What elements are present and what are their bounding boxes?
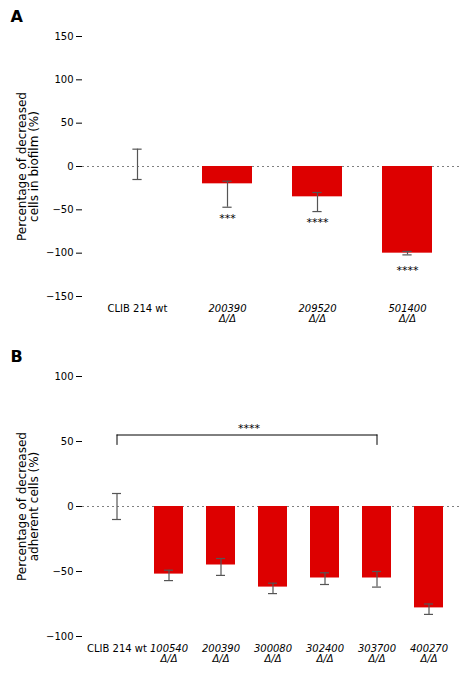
svg-text:CLIB 214 wt: CLIB 214 wt <box>108 303 168 314</box>
svg-text:0: 0 <box>67 161 73 172</box>
svg-text:300080Δ/Δ: 300080Δ/Δ <box>254 643 292 664</box>
svg-text:501400Δ/Δ: 501400Δ/Δ <box>388 303 426 324</box>
svg-text:302400Δ/Δ: 302400Δ/Δ <box>306 643 344 664</box>
svg-text:400270Δ/Δ: 400270Δ/Δ <box>410 643 448 664</box>
svg-text:−100: −100 <box>46 631 73 642</box>
svg-text:CLIB 214 wt: CLIB 214 wt <box>87 643 147 654</box>
svg-text:50: 50 <box>61 436 74 447</box>
svg-text:209520Δ/Δ: 209520Δ/Δ <box>298 303 336 324</box>
svg-text:50: 50 <box>61 117 74 128</box>
svg-text:−50: −50 <box>52 204 73 215</box>
svg-text:200390Δ/Δ: 200390Δ/Δ <box>208 303 246 324</box>
svg-text:−50: −50 <box>52 566 73 577</box>
svg-text:100: 100 <box>54 371 73 382</box>
svg-text:****: **** <box>238 422 261 435</box>
svg-text:B: B <box>11 347 23 366</box>
svg-text:150: 150 <box>54 31 73 42</box>
svg-text:200390Δ/Δ: 200390Δ/Δ <box>202 643 240 664</box>
svg-text:****: **** <box>307 216 330 229</box>
svg-text:Percentage of decreasedadheren: Percentage of decreasedadherent cells (%… <box>15 432 41 581</box>
svg-text:100540Δ/Δ: 100540Δ/Δ <box>150 643 188 664</box>
svg-text:−100: −100 <box>46 247 73 258</box>
svg-text:100: 100 <box>54 74 73 85</box>
svg-text:−150: −150 <box>46 291 73 302</box>
svg-text:****: **** <box>397 264 420 277</box>
svg-text:A: A <box>11 7 24 26</box>
svg-text:0: 0 <box>67 501 73 512</box>
svg-text:***: *** <box>219 212 236 225</box>
svg-text:Percentage of decreasedcells i: Percentage of decreasedcells in biofilm … <box>15 92 41 241</box>
svg-text:303700Δ/Δ: 303700Δ/Δ <box>358 643 396 664</box>
